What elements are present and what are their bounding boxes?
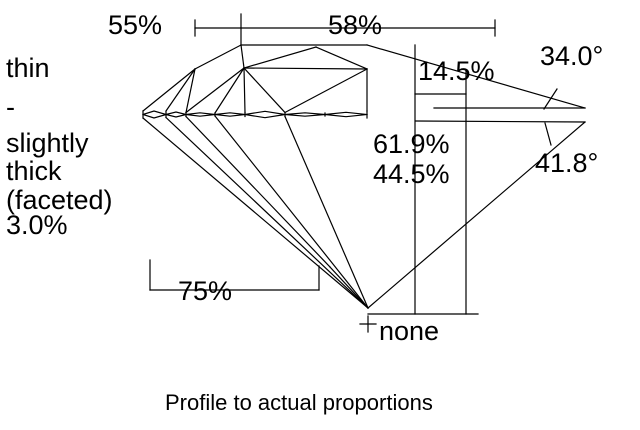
- svg-text:44.5%: 44.5%: [373, 159, 450, 189]
- svg-text:Profile to actual proportions: Profile to actual proportions: [165, 390, 433, 415]
- svg-text:34.0°: 34.0°: [540, 41, 603, 71]
- svg-text:none: none: [379, 316, 439, 346]
- svg-text:14.5%: 14.5%: [418, 56, 495, 86]
- svg-text:61.9%: 61.9%: [373, 129, 450, 159]
- svg-text:58%: 58%: [328, 10, 382, 40]
- svg-text:-: -: [6, 92, 15, 122]
- svg-text:55%: 55%: [108, 10, 162, 40]
- svg-text:75%: 75%: [178, 276, 232, 306]
- svg-text:41.8°: 41.8°: [535, 148, 598, 178]
- svg-text:thick: thick: [6, 156, 62, 186]
- svg-text:3.0%: 3.0%: [6, 210, 68, 240]
- svg-text:slightly: slightly: [6, 128, 89, 158]
- svg-text:thin: thin: [6, 53, 50, 83]
